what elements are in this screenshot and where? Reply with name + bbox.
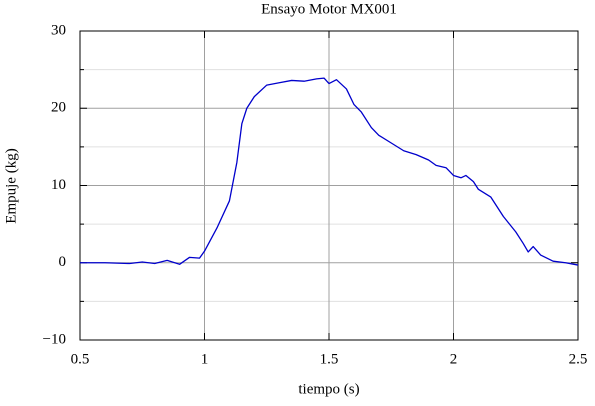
- chart-title: Ensayo Motor MX001: [261, 1, 397, 17]
- x-tick-label: 0.5: [71, 351, 90, 367]
- data-line: [80, 77, 579, 266]
- y-tick-label: 0: [59, 254, 67, 270]
- y-tick-label: 10: [51, 177, 66, 193]
- y-axis-label: Empuje (kg): [3, 148, 19, 223]
- y-tick-label: 20: [51, 100, 66, 116]
- x-tick-label: 1.5: [320, 351, 339, 367]
- y-tick-label: −10: [43, 331, 66, 347]
- x-axis-label: tiempo (s): [298, 381, 359, 397]
- plot-frame: [79, 30, 579, 341]
- x-tick-label: 2: [450, 351, 458, 367]
- x-tick-label: 2.5: [569, 351, 588, 367]
- y-tick-label: 30: [51, 22, 66, 38]
- x-tick-label: 1: [201, 351, 209, 367]
